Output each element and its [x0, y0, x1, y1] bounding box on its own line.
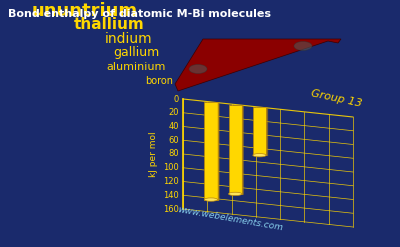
Text: 160: 160 [163, 205, 179, 213]
Text: 120: 120 [163, 177, 179, 186]
Ellipse shape [253, 154, 266, 157]
Text: 140: 140 [163, 191, 179, 200]
Text: Bond enthalpy of diatomic M-Bi molecules: Bond enthalpy of diatomic M-Bi molecules [8, 9, 271, 19]
Polygon shape [204, 102, 218, 200]
Text: thallium: thallium [74, 18, 145, 33]
Polygon shape [266, 108, 268, 156]
Polygon shape [175, 39, 341, 91]
Text: 100: 100 [163, 163, 179, 172]
Text: Group 13: Group 13 [310, 89, 363, 109]
Text: 60: 60 [168, 136, 179, 145]
Polygon shape [228, 104, 242, 194]
Text: ununtrium: ununtrium [32, 2, 138, 20]
Text: 40: 40 [168, 122, 179, 131]
Polygon shape [253, 107, 266, 155]
Polygon shape [242, 105, 244, 195]
Text: 0: 0 [174, 95, 179, 103]
Text: 20: 20 [168, 108, 179, 117]
Ellipse shape [189, 64, 207, 74]
Text: boron: boron [145, 76, 173, 86]
Ellipse shape [204, 198, 218, 201]
Text: www.webelements.com: www.webelements.com [176, 206, 284, 233]
Text: kJ per mol: kJ per mol [148, 131, 158, 177]
Ellipse shape [294, 41, 312, 50]
Text: aluminium: aluminium [107, 62, 166, 72]
Text: 80: 80 [168, 149, 179, 159]
Ellipse shape [228, 192, 242, 196]
Polygon shape [218, 103, 220, 201]
Text: indium: indium [104, 32, 152, 46]
Text: gallium: gallium [113, 46, 159, 60]
